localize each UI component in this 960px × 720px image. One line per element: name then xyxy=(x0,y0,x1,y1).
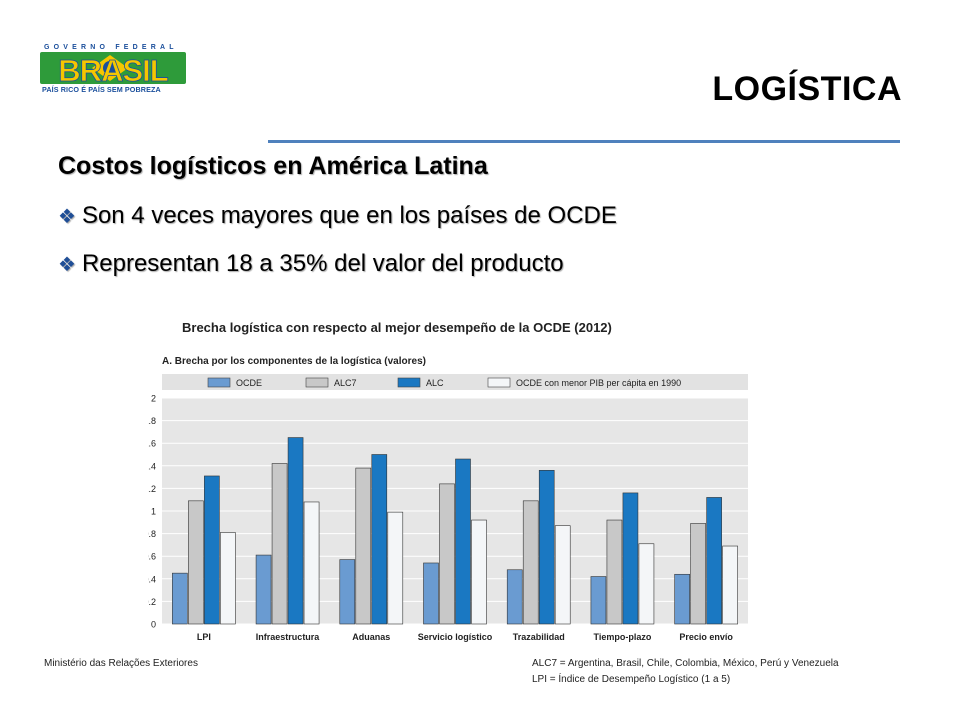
footer-note-lpi: LPI = Índice de Desempeño Logístico (1 a… xyxy=(532,674,731,685)
bar xyxy=(522,500,539,625)
y-axis: 0 0.2 0.4 0.6 0.8 1 1.2 1.4 1.6 1.8 2 xyxy=(143,394,156,630)
bullet-item: ❖ Representan 18 a 35% del valor del prod… xyxy=(58,250,564,278)
x-tick-label: LPI xyxy=(197,632,211,642)
legend-swatch xyxy=(305,377,329,388)
bullet-item: ❖ Son 4 veces mayores que en los países d… xyxy=(58,202,617,230)
bar xyxy=(538,470,555,625)
bar xyxy=(622,492,639,625)
chart-legend: OCDE ALC7 ALC OCDE con menor PIB per cápita… xyxy=(207,377,681,388)
y-tick-label: 1.8 xyxy=(148,416,156,426)
y-tick-label: 1.6 xyxy=(148,439,156,449)
bar xyxy=(255,554,272,625)
legend-label: OCDE xyxy=(236,378,262,388)
bullet-text: Representan 18 a 35% del valor del produ… xyxy=(81,250,564,277)
footer-note-alc7: ALC7 = Argentina, Brasil, Chile, Colombi… xyxy=(532,658,839,669)
chart-container: Brecha logística con respecto al mejor d… xyxy=(143,312,760,652)
logo-word-text: BRASIL xyxy=(58,53,167,86)
bar xyxy=(172,572,188,625)
bar-chart: Brecha logística con respecto al mejor d… xyxy=(143,320,748,642)
bar xyxy=(287,437,304,625)
chart-bars xyxy=(172,437,738,625)
legend-swatch xyxy=(487,377,511,388)
x-tick-label: Infraestructura xyxy=(256,632,321,642)
y-tick-label: 1.4 xyxy=(148,461,156,471)
footer-ministry: Ministério das Relações Exteriores xyxy=(44,658,198,669)
bar xyxy=(471,519,487,625)
brasil-logo: GOVERNO FEDERAL BRASIL PAÍS RICO É PAÍS … xyxy=(40,44,188,96)
y-tick-label: 0 xyxy=(151,620,156,630)
legend-label: ALC7 xyxy=(334,378,357,388)
logo-wordmark-graphic: BRASIL xyxy=(40,52,186,88)
bar xyxy=(590,576,607,625)
x-tick-label: Aduanas xyxy=(352,632,390,642)
bar xyxy=(674,573,690,625)
bar xyxy=(355,467,372,625)
bar xyxy=(722,545,738,625)
bullet-text: Son 4 veces mayores que en los países de… xyxy=(81,202,617,229)
legend-swatch xyxy=(207,377,231,388)
x-tick-label: Tiempo-plazo xyxy=(594,632,652,642)
bar xyxy=(455,458,471,625)
bar xyxy=(220,532,236,625)
bar xyxy=(371,454,388,625)
bar xyxy=(423,562,439,625)
y-tick-label: 2 xyxy=(151,394,156,404)
bar xyxy=(506,569,523,625)
bar xyxy=(188,500,204,625)
bar xyxy=(387,511,404,625)
x-tick-label: Precio envío xyxy=(679,632,733,642)
bar xyxy=(204,475,220,625)
y-tick-label: 0.4 xyxy=(148,574,156,584)
x-axis: LPI Infraestructura Aduanas Servicio logíst… xyxy=(197,632,734,642)
bar xyxy=(638,543,655,625)
section-subtitle: Costos logísticos en América Latina xyxy=(58,152,488,180)
chart-title: Brecha logística con respecto al mejor d… xyxy=(182,320,612,335)
legend-label: ALC xyxy=(426,378,444,388)
bar xyxy=(690,523,706,625)
logo-government-text: GOVERNO FEDERAL xyxy=(44,44,178,51)
y-tick-label: 1.2 xyxy=(148,484,156,494)
bar xyxy=(303,501,320,625)
x-tick-label: Servicio logístico xyxy=(418,632,493,642)
title-divider xyxy=(268,140,900,143)
legend-label: OCDE con menor PIB per cápita en 1990 xyxy=(516,378,681,388)
y-tick-label: 0.8 xyxy=(148,529,156,539)
diamond-bullet-icon: ❖ xyxy=(58,254,76,276)
bar xyxy=(339,559,356,625)
y-tick-label: 0.2 xyxy=(148,597,156,607)
logo-tagline: PAÍS RICO É PAÍS SEM POBREZA xyxy=(42,85,161,94)
x-tick-label: Trazabilidad xyxy=(513,632,565,642)
chart-panel-title: A. Brecha por los componentes de la logí… xyxy=(162,356,426,367)
bar xyxy=(439,483,455,625)
bar xyxy=(554,525,571,625)
bar xyxy=(271,463,288,625)
y-tick-label: 1 xyxy=(151,507,156,517)
logo-wordmark: BRASIL xyxy=(40,50,190,91)
bar xyxy=(606,519,623,625)
legend-swatch xyxy=(397,377,421,388)
page-title: LOGÍSTICA xyxy=(712,70,902,108)
y-tick-label: 0.6 xyxy=(148,552,156,562)
bar xyxy=(706,497,722,625)
diamond-bullet-icon: ❖ xyxy=(58,206,76,228)
